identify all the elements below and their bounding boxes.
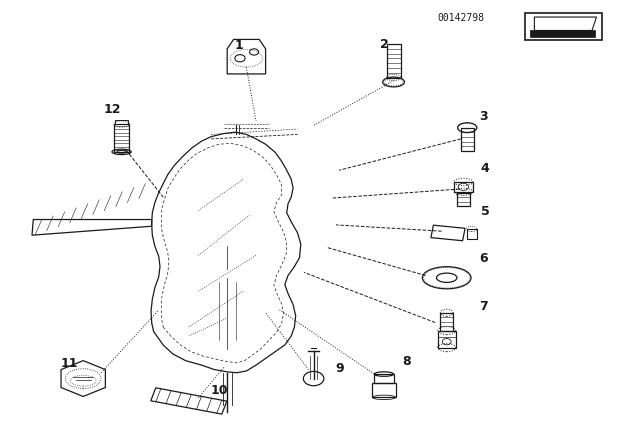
- Text: 6: 6: [479, 251, 488, 265]
- Bar: [457, 193, 470, 206]
- Bar: [525, 13, 602, 40]
- Text: 1: 1: [234, 39, 243, 52]
- Polygon shape: [530, 30, 595, 37]
- Bar: [461, 128, 474, 151]
- Bar: [387, 44, 401, 78]
- Text: 7: 7: [479, 300, 488, 314]
- Text: 11: 11: [60, 357, 78, 370]
- Text: 10: 10: [210, 384, 228, 397]
- Text: 2: 2: [380, 38, 388, 52]
- Bar: [114, 124, 129, 152]
- Text: 12: 12: [103, 103, 121, 116]
- Bar: [440, 313, 453, 331]
- Bar: [454, 182, 473, 192]
- Bar: [115, 120, 128, 124]
- Bar: [438, 331, 456, 348]
- Bar: [374, 374, 394, 383]
- Text: 5: 5: [481, 205, 490, 218]
- Bar: [467, 229, 477, 239]
- Text: 3: 3: [479, 110, 488, 123]
- Text: 9: 9: [335, 362, 344, 375]
- Bar: [372, 383, 396, 397]
- Text: 4: 4: [481, 161, 490, 175]
- Text: 8: 8: [402, 355, 411, 368]
- Text: 00142798: 00142798: [437, 13, 484, 23]
